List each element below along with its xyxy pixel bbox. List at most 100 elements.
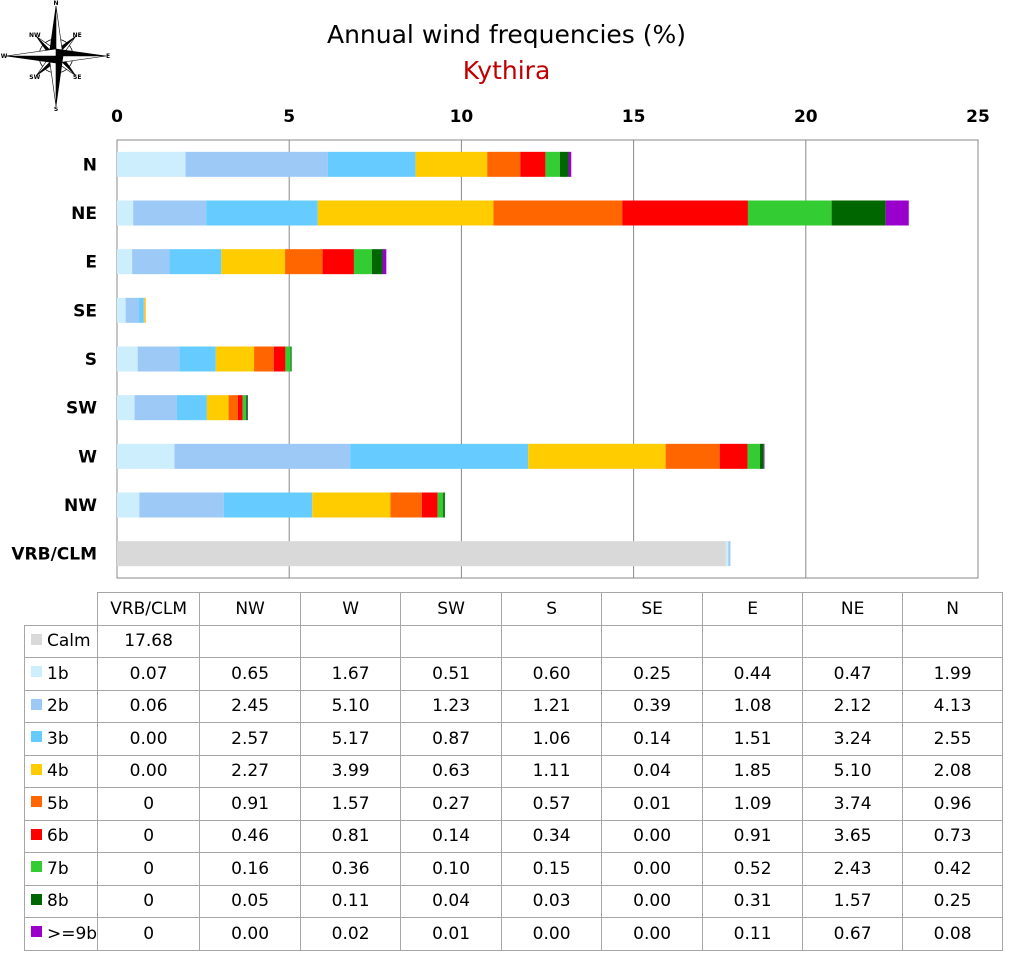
bar-segment: [371, 249, 383, 275]
table-cell: 2.55: [902, 722, 1004, 756]
bar-segment: [143, 297, 146, 323]
table-cell: 1.85: [702, 754, 804, 788]
table-cell: 2.45: [199, 689, 302, 723]
legend-entry: 5b: [23, 787, 99, 821]
legend-label: 2b: [47, 696, 69, 717]
table-cell: 0.00: [601, 917, 704, 951]
table-column-header: NW: [199, 592, 302, 626]
bar-segment: [528, 443, 666, 469]
legend-label: 7b: [47, 858, 69, 879]
bar-segment: [133, 200, 207, 226]
legend-entry: 6b: [23, 819, 99, 853]
compass-label: NW: [29, 32, 41, 39]
table-cell: 0.73: [902, 819, 1004, 853]
stacked-bar-chart: 0 5 10 15 20 25 N NE E SE S SW W NW VRB/CLM: [11, 107, 990, 579]
x-tick-label: 5: [283, 107, 295, 127]
table-cell: 1.67: [300, 657, 402, 691]
table-cell: 0.01: [400, 917, 503, 951]
legend-swatch: [31, 633, 42, 645]
table-cell: 0.57: [501, 787, 603, 821]
table-row: 6b 0 0.46 0.81 0.14 0.34 0.00 0.91 3.65 0.73: [23, 819, 1004, 853]
table-cell: 0: [97, 819, 201, 853]
compass-label: SE: [73, 74, 81, 81]
bar-segment: [215, 346, 255, 372]
legend-label: 8b: [47, 891, 69, 912]
bar-segment: [443, 492, 445, 518]
table-cell: 0.25: [601, 657, 704, 691]
table-column-header: W: [300, 592, 402, 626]
bar-segment: [568, 151, 572, 177]
table-cell: 0.00: [97, 754, 201, 788]
table-cell: 0.42: [902, 852, 1004, 886]
bar-segment: [545, 151, 560, 177]
bar-segment: [117, 492, 140, 518]
table-cell: 1.23: [400, 689, 503, 723]
legend-label: 4b: [47, 761, 69, 782]
legend-entry: 2b: [23, 689, 99, 723]
chart-title: Annual wind frequencies (%): [326, 20, 687, 49]
table-cell: 0.00: [97, 722, 201, 756]
table-cell: 0.36: [300, 852, 402, 886]
bar-segment: [831, 200, 886, 226]
bar-segment: [117, 541, 726, 567]
table-cell: 0.91: [702, 819, 804, 853]
table-cell: 3.74: [802, 787, 904, 821]
table-cell: 0.15: [501, 852, 603, 886]
table-cell: 0.16: [199, 852, 302, 886]
table-cell: 0.34: [501, 819, 603, 853]
table-cell: 5.10: [300, 689, 402, 723]
table-cell: 0: [97, 884, 201, 918]
bar-segment: [117, 346, 138, 372]
bar-segment: [137, 346, 180, 372]
legend-entry: >=9b: [23, 917, 99, 951]
bar-segment: [273, 346, 286, 372]
table-row: 8b 0 0.05 0.11 0.04 0.03 0.00 0.31 1.57 0.25: [23, 884, 1004, 918]
bar-segment: [622, 200, 748, 226]
table-cell: 0.67: [802, 917, 904, 951]
bar-segment: [520, 151, 546, 177]
table-column-header: SW: [400, 592, 503, 626]
legend-entry: 4b: [23, 754, 99, 788]
table-cell: 0.60: [501, 657, 603, 691]
bar-segment: [117, 249, 133, 275]
x-tick-label: 15: [622, 107, 646, 127]
bar-segment: [719, 443, 748, 469]
table-row: >=9b 0 0.00 0.02 0.01 0.00 0.00 0.11 0.67 0.08: [23, 917, 1004, 951]
bar-segment: [437, 492, 444, 518]
legend-swatch: [31, 926, 42, 938]
bar-segment: [246, 395, 248, 421]
table-cell: [702, 624, 804, 658]
x-tick-label: 0: [111, 107, 123, 127]
table-column-header: E: [702, 592, 804, 626]
table-cell: 0.14: [400, 819, 503, 853]
table-cell: 3.99: [300, 754, 402, 788]
table-cell: [802, 624, 904, 658]
bar-segment: [139, 492, 224, 518]
legend-entry: 7b: [23, 852, 99, 886]
table-cell: 0.46: [199, 819, 302, 853]
table-cell: 1.09: [702, 787, 804, 821]
table-cell: 0.52: [702, 852, 804, 886]
table-cell: 0.08: [902, 917, 1004, 951]
table-cell: [902, 624, 1004, 658]
bar-segment: [237, 395, 243, 421]
table-cell: 0: [97, 917, 201, 951]
bar-segment: [487, 151, 521, 177]
y-tick-label: VRB/CLM: [11, 545, 97, 565]
bar-segment: [223, 492, 313, 518]
legend-swatch: [31, 893, 42, 905]
y-tick-label: E: [85, 253, 97, 273]
table-cell: 2.27: [199, 754, 302, 788]
table-column-header: NE: [802, 592, 904, 626]
bar-segment: [139, 297, 144, 323]
table-cell: 0.47: [802, 657, 904, 691]
bar-segment: [179, 346, 216, 372]
table-cell: 1.51: [702, 722, 804, 756]
bar-segment: [421, 492, 438, 518]
table-cell: 2.08: [902, 754, 1004, 788]
bar-segment: [169, 249, 222, 275]
table-cell: 0.00: [601, 819, 704, 853]
bar-segment: [117, 151, 186, 177]
bar-segment: [747, 200, 832, 226]
bar-segment: [350, 443, 529, 469]
